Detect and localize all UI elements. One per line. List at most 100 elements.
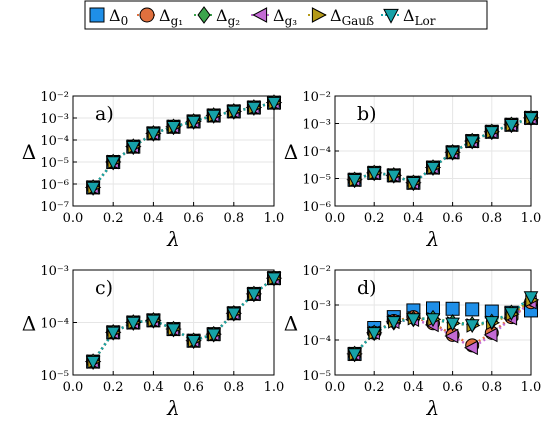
data-point xyxy=(484,316,500,331)
legend-entry-3: Δg₃ xyxy=(251,6,297,28)
data-point xyxy=(445,146,460,161)
series-0-points xyxy=(86,271,281,369)
x-tick-label: 0.2 xyxy=(103,211,124,226)
panel-label: a) xyxy=(95,103,114,125)
data-point xyxy=(504,307,519,321)
data-point xyxy=(206,109,222,124)
series-line-5 xyxy=(92,277,275,363)
x-tick-label: 1.0 xyxy=(521,211,542,226)
y-axis-label: Δ xyxy=(284,312,298,336)
legend-label: Δg₃ xyxy=(273,6,297,28)
y-tick-label: 10⁻⁷ xyxy=(40,200,69,215)
data-point xyxy=(146,127,161,142)
data-point xyxy=(366,167,382,182)
legend-entry-0: Δ0 xyxy=(89,6,128,28)
series-1-points xyxy=(86,271,281,369)
panel-label: d) xyxy=(357,277,377,299)
x-tick-label: 0.0 xyxy=(63,211,84,226)
data-point xyxy=(166,121,181,135)
data-point xyxy=(226,105,242,120)
data-point xyxy=(125,140,141,155)
data-point xyxy=(464,135,480,150)
y-tick-label: 10⁻⁴ xyxy=(40,317,69,332)
data-point xyxy=(523,291,539,306)
y-tick-label: 10⁻⁵ xyxy=(302,173,331,188)
series-line-1 xyxy=(92,101,275,189)
legend-marker-triangle-left xyxy=(252,7,268,23)
x-axis-label: λ xyxy=(166,227,180,251)
series-2-points xyxy=(86,269,281,370)
legend-entry-5: ΔLor xyxy=(381,6,436,28)
legend: Δ0 Δg₁ Δg₂ Δg₃ ΔGauß ΔLor xyxy=(84,0,488,30)
data-point xyxy=(406,313,421,328)
x-axis-label: λ xyxy=(166,396,180,420)
y-tick-label: 10⁻³ xyxy=(302,118,331,133)
data-point xyxy=(85,181,101,196)
panel-b: 0.0 0.2 0.4 0.6 0.8 1.0 10⁻⁶ 10⁻⁵ 10⁻⁴ 10⁻³ 10⁻² λ Δ… xyxy=(284,90,542,251)
data-point xyxy=(266,96,282,111)
legend-label: ΔLor xyxy=(403,6,436,28)
x-tick-label: 0.0 xyxy=(63,380,84,395)
x-tick-label: 0.4 xyxy=(403,211,424,226)
legend-entry-4: ΔGauß xyxy=(308,6,374,28)
data-point xyxy=(146,314,161,329)
y-axis-label: Δ xyxy=(284,140,298,164)
data-point xyxy=(105,326,121,341)
x-tick-label: 0.6 xyxy=(442,211,463,226)
plot-frame xyxy=(334,269,532,376)
x-tick-label: 0.6 xyxy=(183,211,204,226)
legend-entry-1: Δg₁ xyxy=(137,6,183,28)
x-tick-label: 0.2 xyxy=(364,211,385,226)
x-tick-label: 0.8 xyxy=(481,380,502,395)
y-tick-label: 10⁻⁴ xyxy=(302,145,331,160)
data-point xyxy=(425,161,441,176)
x-axis-label: λ xyxy=(426,227,440,251)
x-axis-label: λ xyxy=(426,396,440,420)
data-point xyxy=(186,335,201,349)
x-tick-label: 0.4 xyxy=(143,211,164,226)
data-point xyxy=(85,355,101,370)
plot-frame xyxy=(334,95,532,207)
y-tick-label: 10⁻⁶ xyxy=(302,200,331,215)
y-tick-label: 10⁻³ xyxy=(40,264,69,279)
y-tick-label: 10⁻² xyxy=(302,90,331,105)
series-line-5 xyxy=(354,116,532,185)
series-5-points xyxy=(85,96,282,196)
panel-a: 0.0 0.2 0.4 0.6 0.8 1.0 10⁻⁷ 10⁻⁶ 10⁻⁵ 10⁻⁴ 10⁻³ 10… xyxy=(22,90,285,251)
data-point xyxy=(445,301,460,316)
series-3-points xyxy=(84,270,280,369)
data-point xyxy=(483,327,498,343)
data-point xyxy=(484,126,500,141)
x-tick-label: 0.6 xyxy=(442,380,463,395)
x-tick-label: 1.0 xyxy=(264,211,285,226)
x-tick-label: 1.0 xyxy=(521,380,542,395)
data-point xyxy=(246,288,262,303)
series-line-5 xyxy=(353,295,532,355)
series-line-4 xyxy=(92,277,275,363)
series-line-3 xyxy=(92,277,275,363)
y-tick-label: 10⁻² xyxy=(302,264,331,279)
x-tick-label: 0.2 xyxy=(364,380,385,395)
y-axis-label: Δ xyxy=(22,312,36,336)
y-tick-label: 10⁻³ xyxy=(40,112,69,127)
data-point xyxy=(463,340,478,356)
data-point xyxy=(445,317,460,332)
y-tick-label: 10⁻⁴ xyxy=(302,334,331,349)
data-point xyxy=(465,302,480,317)
data-point xyxy=(347,174,362,188)
plot-frame xyxy=(72,269,275,376)
x-tick-label: 0.8 xyxy=(223,211,244,226)
y-tick-label: 10⁻⁵ xyxy=(302,369,331,384)
panels: 0.0 0.2 0.4 0.6 0.8 1.0 10⁻⁷ 10⁻⁶ 10⁻⁵ 10⁻⁴ 10⁻³ 10… xyxy=(22,90,542,420)
x-tick-label: 0.4 xyxy=(403,380,424,395)
legend-marker-triangle-right xyxy=(311,7,327,23)
data-point xyxy=(125,316,141,331)
x-tick-label: 0.0 xyxy=(325,211,346,226)
y-tick-label: 10⁻⁴ xyxy=(40,134,69,149)
panel-c: 0.0 0.2 0.4 0.6 0.8 1.0 10⁻⁵ 10⁻⁴ 10⁻³ λ Δc) xyxy=(22,264,285,420)
panel-d: 0.0 0.2 0.4 0.6 0.8 1.0 10⁻⁵ 10⁻⁴ 10⁻³ 10⁻² λ Δd) xyxy=(284,264,542,420)
data-point xyxy=(523,112,539,127)
x-tick-label: 0.8 xyxy=(481,211,502,226)
data-point xyxy=(386,169,402,184)
legend-label: ΔGauß xyxy=(330,6,374,28)
